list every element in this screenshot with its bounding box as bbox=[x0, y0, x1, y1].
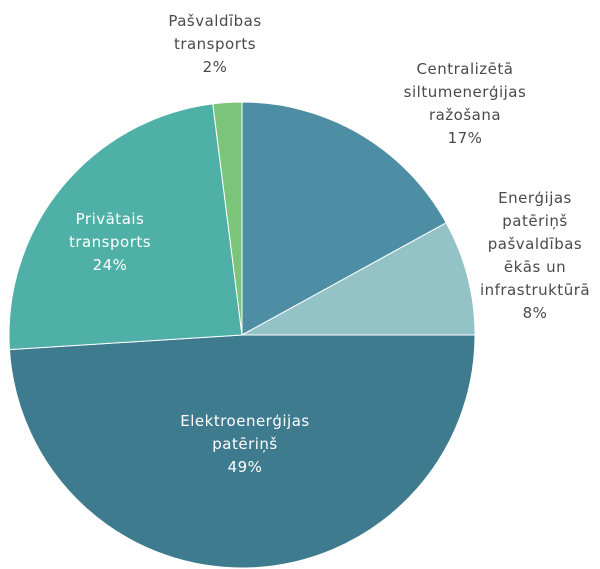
pie-slice bbox=[212, 101, 243, 336]
pie-slice bbox=[241, 222, 476, 336]
slice-label: Elektroenerģijas patēriņš 49% bbox=[165, 410, 325, 479]
category-label: Centralizētā siltumenerģijas ražošana bbox=[403, 60, 527, 124]
value-label: 2% bbox=[202, 58, 228, 76]
slice-label: Centralizētā siltumenerģijas ražošana 17% bbox=[385, 58, 545, 150]
value-label: 49% bbox=[227, 458, 263, 476]
pie-slice bbox=[241, 101, 447, 336]
category-label: Pašvaldības transports bbox=[168, 12, 262, 53]
pie-slice bbox=[8, 334, 476, 569]
slice-label: Privātais transports 24% bbox=[53, 208, 168, 277]
value-label: 8% bbox=[522, 304, 548, 322]
value-label: 17% bbox=[447, 129, 483, 147]
slice-label: Pašvaldības transports 2% bbox=[155, 10, 275, 79]
slice-label: Enerģijas patēriņš pašvaldības ēkās un i… bbox=[471, 187, 599, 325]
pie-slice bbox=[8, 103, 243, 351]
value-label: 24% bbox=[92, 256, 128, 274]
category-label: Enerģijas patēriņš pašvaldības ēkās un i… bbox=[479, 189, 591, 299]
category-label: Privātais transports bbox=[68, 210, 152, 251]
category-label: Elektroenerģijas patēriņš bbox=[180, 412, 310, 453]
